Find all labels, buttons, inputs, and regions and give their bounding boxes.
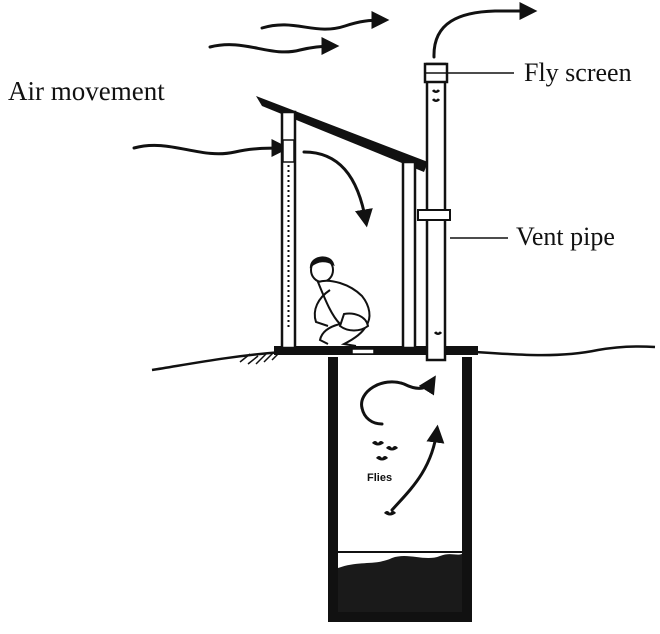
- ground-line-right: [475, 345, 656, 357]
- vent-pipe: [417, 62, 514, 362]
- squat-hole-cover: [351, 348, 375, 355]
- ground-hatching: [239, 351, 281, 365]
- fly-screen-label: Fly screen: [524, 58, 632, 87]
- pit-floor: [328, 612, 472, 622]
- person-hair: [309, 256, 335, 269]
- person-shorts: [338, 312, 370, 332]
- fly: [376, 456, 388, 461]
- wall-vent-opening: [282, 139, 295, 163]
- shelter: [256, 96, 478, 355]
- pipe-exhaust-arrow: [432, 2, 538, 59]
- pit-circulation-arrow: [360, 375, 436, 410]
- fly: [386, 446, 398, 451]
- fly: [384, 511, 396, 516]
- vent-pipe-bracket: [417, 209, 451, 221]
- fly: [372, 441, 384, 446]
- downdraft-arrow: [302, 150, 373, 228]
- flies-label: Flies: [367, 472, 393, 484]
- wind-arrow-2: [208, 37, 340, 56]
- flies-in-pit: [372, 441, 398, 516]
- wind-arrow-3: [132, 139, 290, 158]
- pit-wall-right: [462, 357, 472, 622]
- right-wall: [401, 160, 417, 350]
- pit-updraft-arrow: [390, 424, 445, 512]
- roof: [256, 96, 428, 172]
- pit-circulation-tail: [360, 406, 384, 426]
- air-movement-arrows: [132, 2, 538, 228]
- squatting-person: [309, 256, 371, 347]
- ground: [151, 345, 656, 372]
- person-arm: [313, 289, 331, 327]
- wind-arrow-1: [260, 11, 390, 31]
- vent-pipe-label: Vent pipe: [516, 222, 615, 251]
- ground-line-left: [151, 350, 283, 372]
- pit: [328, 357, 472, 622]
- pit-airflow: [360, 375, 445, 512]
- pit-contents: [338, 554, 462, 612]
- air-movement-label: Air movement: [8, 76, 165, 106]
- floor-slab: [274, 346, 478, 355]
- pit-wall-left: [328, 357, 338, 622]
